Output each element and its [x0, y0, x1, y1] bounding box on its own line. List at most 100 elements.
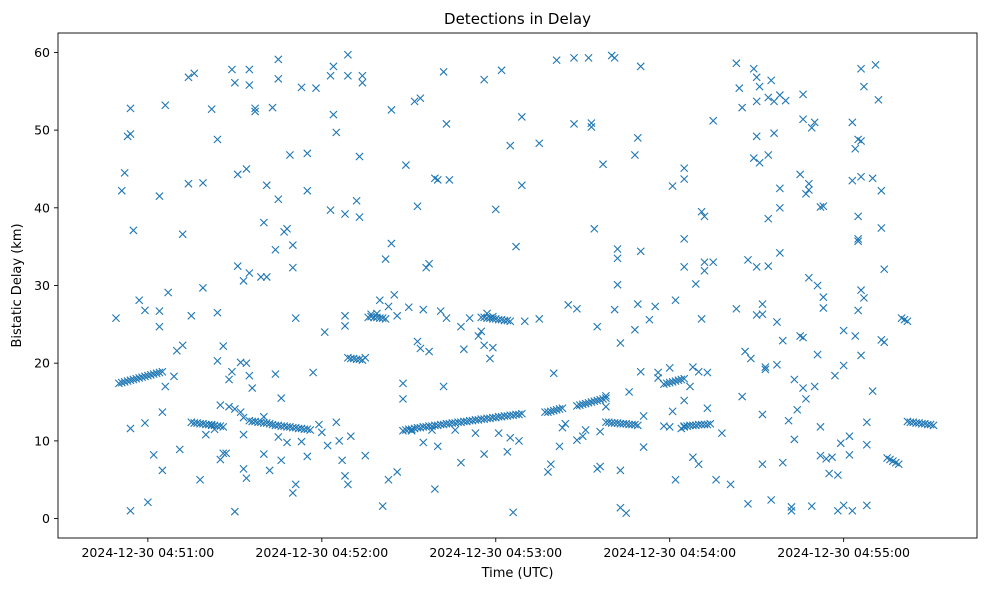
- data-point: [700, 212, 709, 221]
- data-point: [732, 304, 741, 313]
- data-point: [578, 432, 587, 441]
- y-axis-label: Bistatic Delay (km): [10, 223, 25, 347]
- data-point: [880, 265, 889, 274]
- data-point: [636, 247, 645, 256]
- data-point: [216, 455, 225, 464]
- data-point: [668, 182, 677, 191]
- data-point: [636, 367, 645, 376]
- data-point: [639, 412, 648, 421]
- data-point: [491, 205, 500, 214]
- data-point: [126, 376, 135, 385]
- data-point: [393, 311, 402, 320]
- data-point: [830, 371, 839, 380]
- data-point: [703, 420, 712, 429]
- data-point: [398, 394, 407, 403]
- data-point: [343, 71, 352, 80]
- data-point: [332, 128, 341, 137]
- data-point: [880, 338, 889, 347]
- data-point: [178, 230, 187, 239]
- data-point: [274, 433, 283, 441]
- data-point: [700, 258, 709, 267]
- data-point: [616, 466, 625, 475]
- data-point: [862, 501, 871, 510]
- data-point: [422, 263, 431, 272]
- data-point: [465, 314, 474, 323]
- data-point: [848, 506, 857, 515]
- data-point: [503, 316, 512, 325]
- y-tick-label: 10: [34, 433, 50, 448]
- data-point: [546, 460, 555, 469]
- data-point: [480, 450, 489, 459]
- data-point: [416, 344, 425, 353]
- data-point: [207, 105, 216, 114]
- data-point: [222, 449, 231, 458]
- data-point: [512, 242, 521, 251]
- data-point: [848, 118, 857, 127]
- data-point: [155, 322, 164, 331]
- data-point: [425, 347, 434, 356]
- data-point: [233, 170, 242, 179]
- data-point: [401, 161, 410, 170]
- data-point: [155, 192, 164, 201]
- data-point: [245, 65, 254, 74]
- data-point: [120, 377, 129, 386]
- data-point: [262, 181, 271, 190]
- data-point: [671, 377, 680, 386]
- data-point: [810, 382, 819, 391]
- data-point: [375, 296, 384, 305]
- data-point: [381, 314, 390, 323]
- data-point: [268, 103, 277, 112]
- data-point: [245, 269, 254, 278]
- data-point: [630, 420, 639, 429]
- data-point: [126, 130, 135, 138]
- data-point: [514, 410, 523, 419]
- data-point: [198, 178, 207, 187]
- data-point: [355, 355, 364, 364]
- data-point: [709, 116, 718, 125]
- data-point: [857, 137, 866, 145]
- data-point: [419, 305, 428, 314]
- data-point: [686, 421, 694, 430]
- data-point: [659, 380, 668, 389]
- data-point: [862, 440, 871, 449]
- data-point: [572, 401, 581, 410]
- data-point: [854, 237, 863, 246]
- data-point: [790, 435, 799, 444]
- data-point: [813, 350, 822, 359]
- data-point: [752, 97, 761, 106]
- data-point: [259, 450, 268, 459]
- data-point: [338, 456, 347, 465]
- data-point: [552, 405, 561, 414]
- data-point: [230, 78, 239, 87]
- data-point: [816, 203, 825, 212]
- data-point: [161, 382, 170, 391]
- data-point: [868, 174, 877, 183]
- data-point: [283, 224, 292, 233]
- data-point: [596, 462, 605, 471]
- data-point: [158, 367, 167, 376]
- data-point: [587, 398, 596, 407]
- data-point: [245, 81, 254, 90]
- data-point: [743, 499, 752, 508]
- data-point: [668, 377, 677, 386]
- data-point: [851, 332, 860, 340]
- x-axis: 2024-12-30 04:51:00 2024-12-30 04:52:00 20…: [81, 538, 910, 560]
- data-point: [332, 418, 341, 427]
- data-point: [741, 347, 750, 356]
- data-point: [633, 300, 642, 309]
- data-point: [752, 132, 761, 141]
- data-point: [233, 262, 242, 271]
- data-point: [633, 133, 642, 142]
- data-point: [326, 206, 335, 215]
- data-point: [245, 371, 254, 380]
- data-point: [587, 119, 596, 128]
- data-point: [758, 310, 767, 319]
- y-tick-label: 30: [34, 278, 50, 293]
- data-point: [738, 392, 747, 401]
- data-point: [613, 244, 622, 253]
- data-point: [593, 322, 602, 331]
- data-point: [378, 314, 387, 323]
- data-point: [201, 430, 210, 439]
- data-point: [572, 304, 581, 313]
- data-point: [242, 474, 251, 483]
